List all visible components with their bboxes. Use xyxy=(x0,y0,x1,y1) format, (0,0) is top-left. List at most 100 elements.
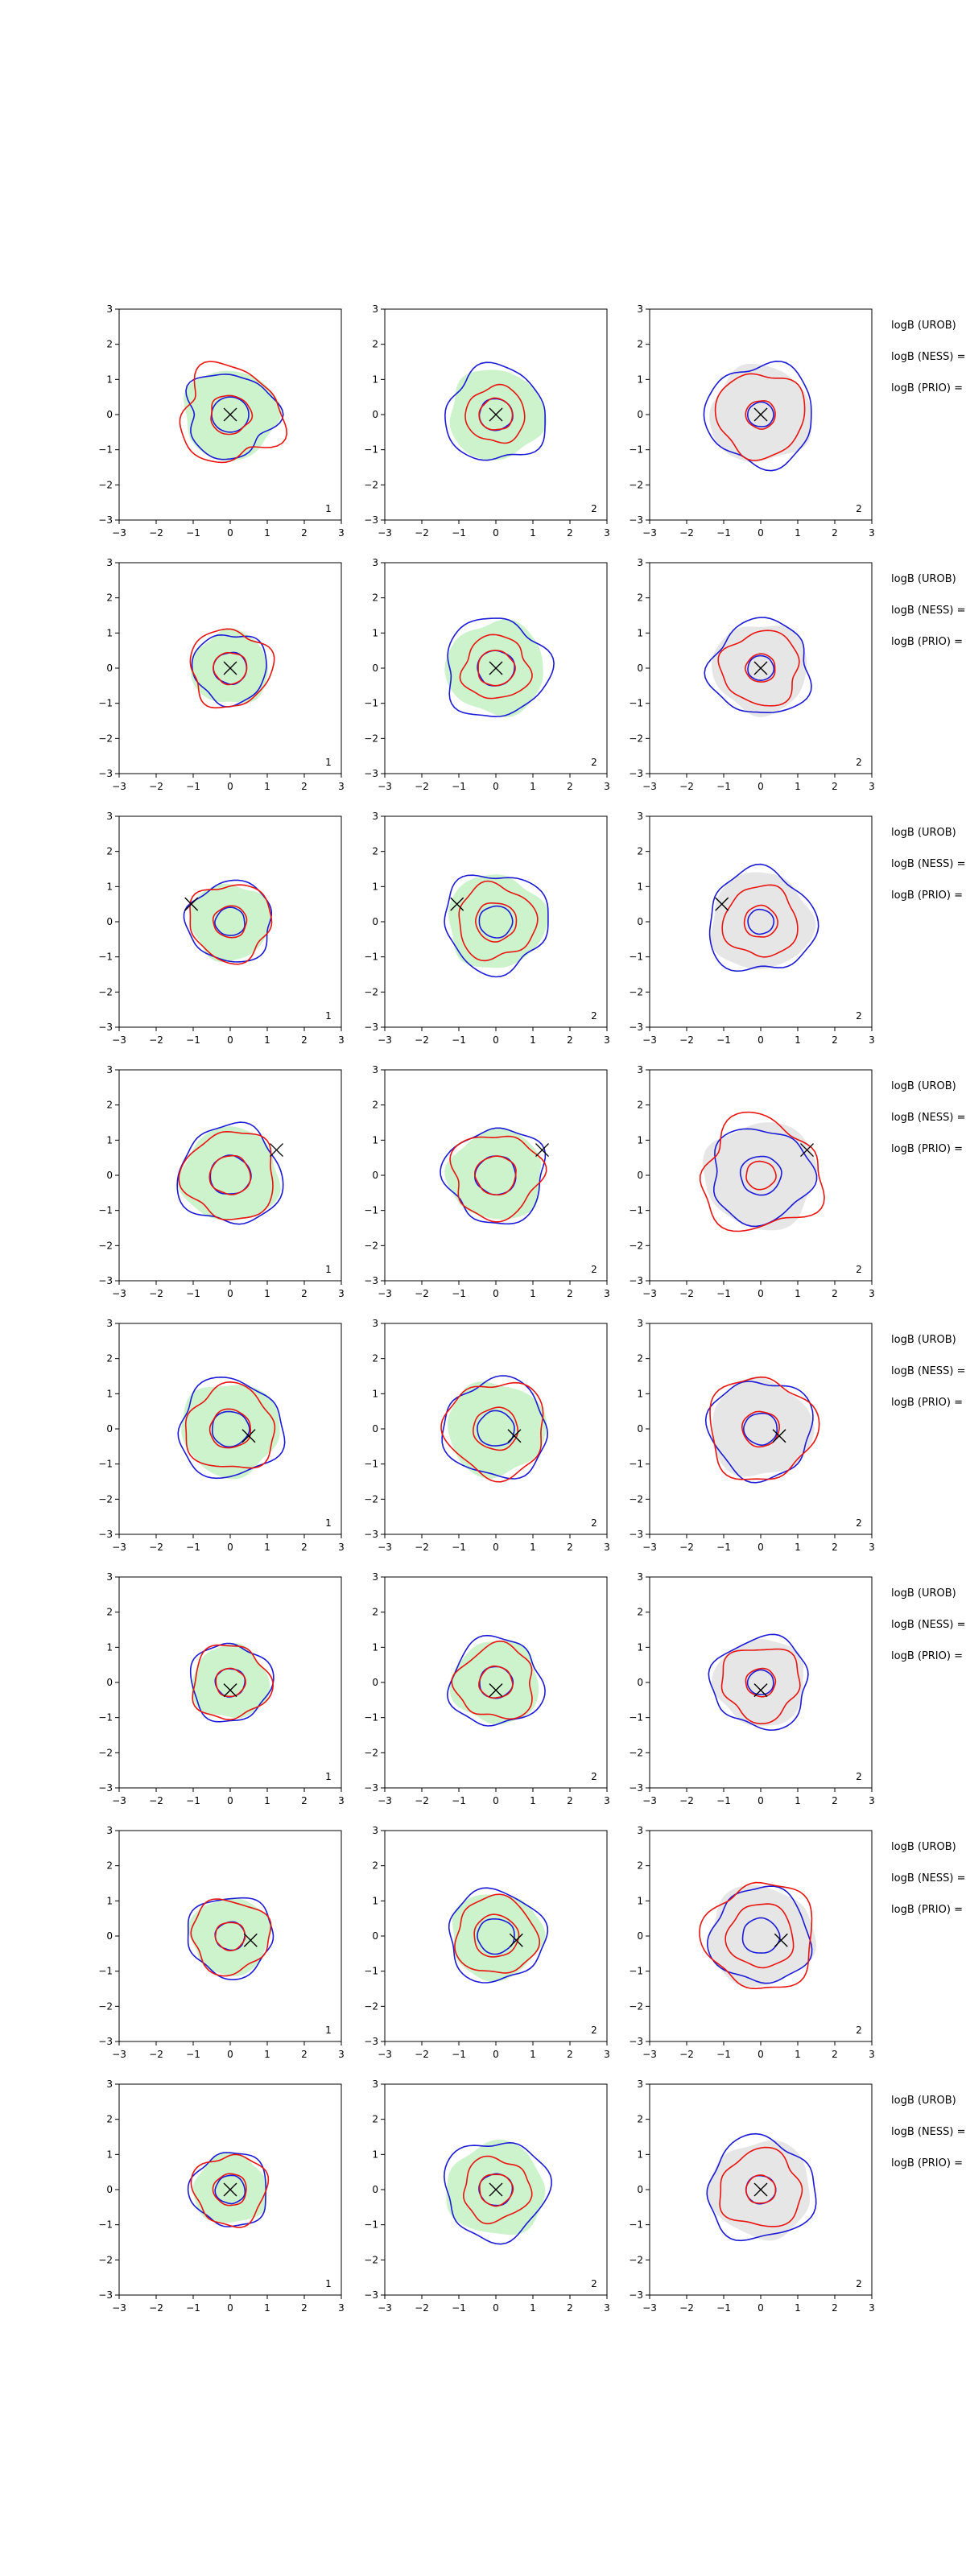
x-tick-label: 3 xyxy=(604,1034,610,1046)
density-fill xyxy=(452,1894,546,1982)
blue-contour-level-1 xyxy=(477,1410,515,1447)
y-tick-label: 0 xyxy=(637,1423,643,1435)
side-label-2: logB (NESS) = xyxy=(891,1365,965,1377)
x-tick-label: −1 xyxy=(452,1288,466,1299)
panel-corner-label: 2 xyxy=(856,503,862,514)
side-label-1: logB (UROB) xyxy=(891,1334,956,1346)
x-tick-label: 3 xyxy=(338,2302,345,2314)
y-tick-label: 3 xyxy=(106,1825,113,1836)
x-tick-label: −1 xyxy=(716,1034,731,1046)
red-contour-level-1 xyxy=(743,904,778,938)
x-tick-label: 3 xyxy=(338,781,345,792)
red-contour-level-1 xyxy=(473,1913,520,1958)
x-tick-label: −2 xyxy=(149,1795,163,1806)
y-tick-label: −3 xyxy=(364,1529,378,1540)
y-tick-label: 3 xyxy=(106,2079,113,2090)
x-tick-label: 2 xyxy=(832,2302,838,2314)
x-tick-label: 0 xyxy=(758,1795,764,1806)
blue-contour-level-2 xyxy=(708,863,819,972)
truth-marker xyxy=(223,407,237,422)
red-contour-level-1 xyxy=(474,902,518,943)
y-tick-label: 0 xyxy=(637,916,643,927)
y-tick-label: 2 xyxy=(106,592,113,604)
y-tick-label: −1 xyxy=(98,1459,113,1470)
x-tick-label: 1 xyxy=(264,527,270,539)
x-tick-label: 3 xyxy=(869,781,875,792)
panel-r6-c1: −3 −2 −1 0 1 2 3 3 2 1 0 −1 −2 −3 1 xyxy=(98,1571,345,1806)
red-contour-level-2 xyxy=(462,2155,533,2225)
y-tick-label: 3 xyxy=(637,557,643,568)
y-tick-label: 2 xyxy=(106,1607,113,1618)
x-tick-label: −1 xyxy=(452,1795,466,1806)
red-contour-level-2 xyxy=(458,880,539,962)
x-tick-label: −3 xyxy=(642,1795,657,1806)
y-tick-label: 0 xyxy=(106,2184,113,2195)
y-tick-label: −1 xyxy=(364,698,378,709)
x-tick-label: 2 xyxy=(567,2302,573,2314)
x-tick-label: 1 xyxy=(530,1795,536,1806)
y-tick-label: 1 xyxy=(106,1895,113,1906)
x-tick-label: −1 xyxy=(716,527,731,539)
x-tick-label: −2 xyxy=(679,1288,694,1299)
y-tick-label: 0 xyxy=(372,1170,378,1181)
red-contour-level-2 xyxy=(720,1648,801,1725)
density-fill xyxy=(177,1126,281,1220)
y-tick-label: −2 xyxy=(364,1747,378,1758)
red-contour-level-2 xyxy=(190,1898,272,1977)
blue-contour-level-2 xyxy=(187,2152,266,2227)
y-tick-label: −2 xyxy=(98,2254,113,2265)
panel-r8-c1: −3 −2 −1 0 1 2 3 3 2 1 0 −1 −2 −3 1 xyxy=(98,2079,345,2314)
x-tick-label: −2 xyxy=(679,781,694,792)
panel-corner-label: 1 xyxy=(325,2278,332,2289)
y-tick-label: 2 xyxy=(106,1353,113,1364)
x-tick-label: −2 xyxy=(679,1795,694,1806)
red-contour-level-1 xyxy=(213,652,248,686)
x-tick-label: −3 xyxy=(378,527,392,539)
red-contour-level-2 xyxy=(699,1881,813,1990)
x-tick-label: 3 xyxy=(604,1795,610,1806)
x-tick-label: −1 xyxy=(716,781,731,792)
y-tick-label: −2 xyxy=(98,1493,113,1505)
density-fill xyxy=(446,2139,546,2235)
blue-contour-level-2 xyxy=(444,874,549,978)
red-contour-level-1 xyxy=(210,394,254,436)
blue-contour-level-2 xyxy=(446,1634,546,1727)
y-tick-label: 3 xyxy=(106,1318,113,1329)
density-fill xyxy=(710,872,816,970)
red-contour-level-2 xyxy=(440,1381,544,1483)
y-tick-label: −1 xyxy=(629,444,643,456)
y-tick-label: 3 xyxy=(106,557,113,568)
x-tick-label: 1 xyxy=(795,2302,801,2314)
x-tick-label: 1 xyxy=(530,1034,536,1046)
red-contour-level-2 xyxy=(719,2146,803,2227)
y-tick-label: −3 xyxy=(629,2289,643,2301)
truth-marker xyxy=(774,1933,788,1947)
y-tick-label: −2 xyxy=(364,479,378,490)
density-fill xyxy=(703,1122,818,1231)
panel-r5-c2: −3 −2 −1 0 1 2 3 3 2 1 0 −1 −2 −3 2 xyxy=(364,1318,610,1553)
red-contour-level-1 xyxy=(208,1154,252,1195)
density-fill xyxy=(447,1381,547,1479)
y-tick-label: 3 xyxy=(637,1064,643,1075)
y-tick-label: 1 xyxy=(637,2149,643,2160)
x-tick-label: −1 xyxy=(716,1288,731,1299)
x-tick-label: −1 xyxy=(186,2049,200,2060)
x-tick-label: 3 xyxy=(869,1034,875,1046)
x-tick-label: −2 xyxy=(415,527,429,539)
y-tick-label: 1 xyxy=(372,881,378,892)
panel-corner-label: 1 xyxy=(325,1010,332,1022)
blue-contour-level-1 xyxy=(212,1410,250,1448)
panel-corner-label: 1 xyxy=(325,1264,332,1275)
y-tick-label: 1 xyxy=(372,1895,378,1906)
red-contour-level-2 xyxy=(189,628,275,709)
blue-contour-level-1 xyxy=(742,1412,778,1447)
panel-r5-c1: −3 −2 −1 0 1 2 3 3 2 1 0 −1 −2 −3 1 xyxy=(98,1318,345,1553)
panel-corner-label: 2 xyxy=(856,1771,862,1782)
x-tick-label: −2 xyxy=(149,1542,163,1553)
y-tick-label: −2 xyxy=(98,733,113,744)
truth-marker xyxy=(753,2182,768,2197)
y-tick-label: −2 xyxy=(98,479,113,490)
side-label-2: logB (NESS) = xyxy=(891,1872,965,1885)
x-tick-label: 2 xyxy=(301,781,308,792)
panel-r4-c1: −3 −2 −1 0 1 2 3 3 2 1 0 −1 −2 −3 1 xyxy=(98,1064,345,1299)
